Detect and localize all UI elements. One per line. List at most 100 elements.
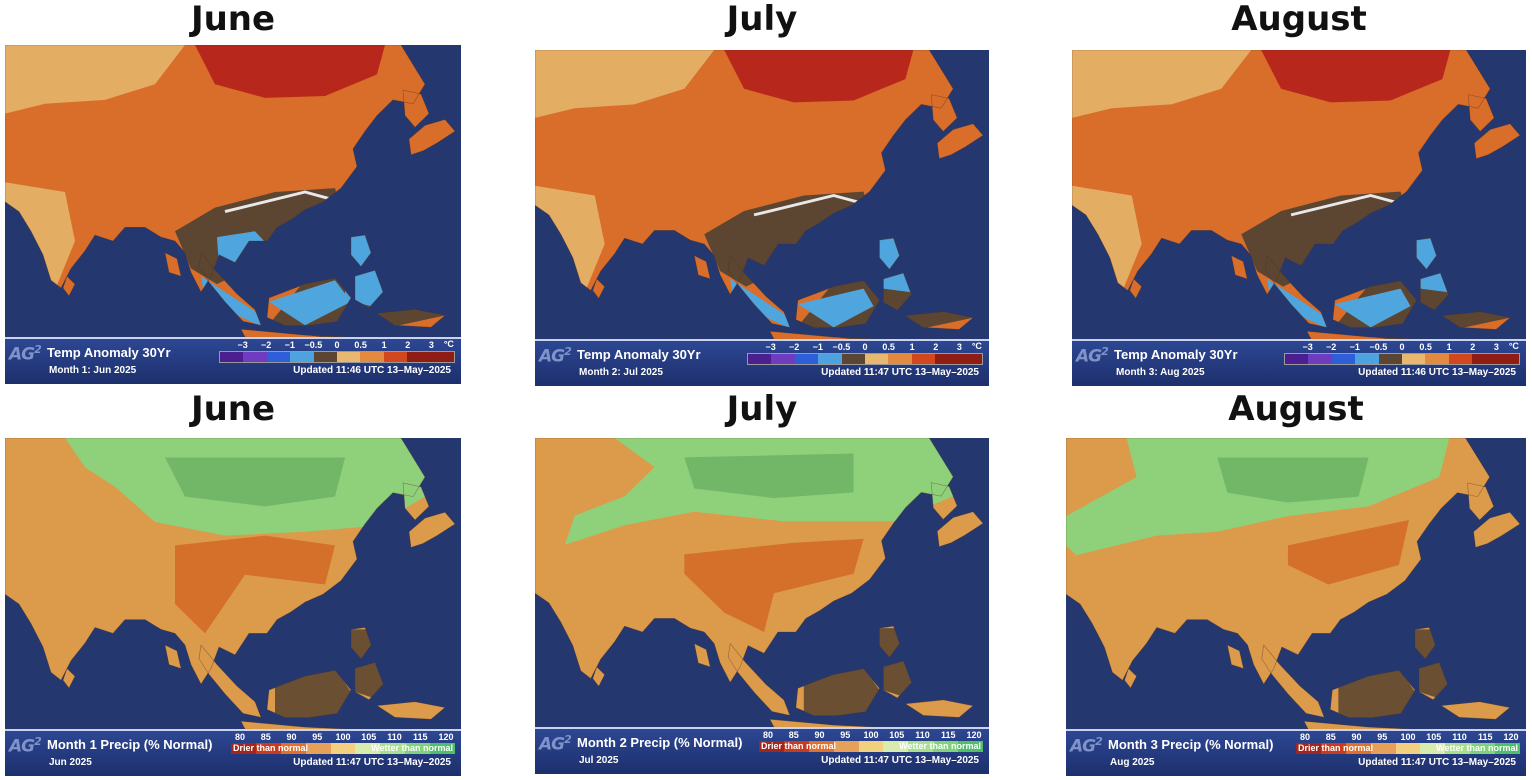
scale-tick-label: 115 — [941, 730, 956, 740]
scale-tick-label: 2 — [933, 342, 939, 352]
drier-label: Drier than normal — [761, 741, 837, 751]
border-outline — [727, 642, 791, 716]
scale-tick-label: 115 — [413, 732, 428, 742]
scale-swatch — [355, 743, 381, 754]
scale-tick-label: 0 — [334, 340, 340, 350]
scale-tick-label: 100 — [335, 732, 351, 742]
scale-swatch — [430, 352, 455, 362]
much-drier-region — [175, 535, 335, 634]
scale-tick-label: 120 — [438, 732, 454, 742]
border-outline — [5, 45, 426, 293]
temp-color-scale: −3 −2 −1 −0.5 0 0.5 1 2 3 °C — [1284, 341, 1520, 368]
scale-swatch — [888, 354, 912, 364]
scale-swatch — [243, 352, 267, 362]
scale-swatch — [908, 741, 934, 752]
scale-swatch — [911, 354, 936, 364]
border-outline — [1226, 644, 1244, 669]
mild-anomaly-region — [1072, 50, 1252, 118]
hot-anomaly-region — [195, 45, 385, 98]
ag2-logo: AG2 — [1076, 345, 1109, 367]
precip-map — [5, 438, 461, 731]
border-outline — [1467, 94, 1495, 132]
scale-swatch — [865, 354, 889, 364]
scale-swatch — [833, 741, 859, 752]
scale-swatch — [958, 741, 984, 752]
border-outline — [376, 701, 446, 720]
drier-label: Drier than normal — [1298, 743, 1374, 753]
scale-tick-label: −1 — [812, 342, 823, 352]
scale-tick-label: 1 — [381, 340, 387, 350]
cool-anomaly-region — [877, 234, 914, 293]
precip-panel-june: June AG2 Month 1 Precip (% Normal) Jun 2… — [5, 390, 461, 776]
wetter-region — [1217, 457, 1369, 503]
temp-color-scale: −3 −2 −1 −0.5 0 0.5 1 2 3 °C — [219, 339, 455, 366]
scale-swatch — [330, 743, 356, 754]
legend-bar: AG2 Month 1 Precip (% Normal) Jun 2025 U… — [5, 729, 461, 776]
scale-tick-label: −3 — [765, 342, 776, 352]
border-outline — [535, 50, 954, 296]
hot-anomaly-region — [1261, 50, 1451, 103]
legend-bar: AG2 Temp Anomaly 30Yr Month 1: Jun 2025 … — [5, 337, 461, 384]
scale-swatches — [231, 743, 456, 754]
near-normal-region — [1241, 191, 1407, 287]
border-outline — [62, 667, 76, 689]
mild-anomaly-region — [535, 185, 605, 293]
scale-tick-label: 0.5 — [354, 340, 367, 350]
scale-swatch — [883, 741, 909, 752]
temp-anomaly-map — [5, 45, 461, 339]
updated-timestamp: Updated 11:47 UTC 13–May–2025 — [821, 367, 979, 378]
scale-tick-label: 0.5 — [882, 342, 895, 352]
border-outline — [693, 643, 711, 668]
panel-title: August — [1228, 389, 1364, 429]
scale-tick-label: 110 — [1452, 732, 1467, 742]
panel-title: August — [1231, 0, 1367, 39]
scale-swatch — [935, 354, 959, 364]
panel-title: July — [726, 0, 798, 39]
scale-tick-label: −1 — [284, 340, 295, 350]
wetter-region — [165, 457, 345, 507]
scale-swatch — [1296, 743, 1321, 754]
scale-tick-label: 80 — [762, 730, 773, 740]
panel-title: June — [190, 0, 276, 39]
precip-color-scale: 80 85 90 95 100 105 110 115 120 Drier than normal… — [231, 732, 456, 758]
border-outline — [408, 511, 456, 548]
border-outline — [350, 627, 372, 660]
precip-panel-august: August AG2 Month 3 Precip (% Normal) Aug… — [1066, 390, 1526, 776]
scale-swatch — [841, 354, 866, 364]
scale-swatch — [1445, 743, 1471, 754]
border-outline — [350, 234, 372, 267]
border-outline — [1072, 50, 1491, 296]
precip-map — [535, 438, 989, 729]
border-outline — [164, 252, 182, 277]
map-title: Month 3 Precip (% Normal) — [1108, 737, 1274, 752]
border-outline — [1066, 438, 1491, 685]
ag2-logo: AG2 — [539, 733, 572, 755]
near-normal-region — [704, 191, 870, 287]
scale-tick-label: −3 — [1302, 342, 1313, 352]
cool-anomaly-region — [730, 278, 796, 332]
scale-tick-label: −2 — [1326, 342, 1337, 352]
scale-swatch — [1378, 354, 1403, 364]
map-title: Temp Anomaly 30Yr — [47, 345, 171, 360]
scale-swatch — [266, 352, 291, 362]
scale-swatch — [808, 741, 834, 752]
border-outline — [592, 278, 606, 299]
scale-tick-label: 110 — [915, 730, 930, 740]
scale-swatch — [1495, 354, 1520, 364]
scale-swatch — [958, 354, 983, 364]
border-outline — [5, 438, 426, 685]
scale-tick-label: −0.5 — [1369, 342, 1388, 352]
map-subtitle: Aug 2025 — [1110, 757, 1155, 768]
border-outline — [1124, 667, 1137, 689]
scale-swatch — [1495, 743, 1521, 754]
mild-anomaly-region — [5, 182, 75, 290]
wetter-label: Wetter than normal — [1436, 743, 1518, 753]
border-outline — [1467, 482, 1495, 521]
border-outline — [1440, 701, 1511, 720]
scale-tick-label: 1 — [1446, 342, 1452, 352]
legend-bar: AG2 Temp Anomaly 30Yr Month 3: Aug 2025 … — [1072, 339, 1526, 386]
border-outline — [1416, 237, 1437, 270]
scale-swatch — [1308, 354, 1332, 364]
scale-tick-label: 115 — [1478, 732, 1493, 742]
cool-anomaly-region — [269, 280, 351, 326]
